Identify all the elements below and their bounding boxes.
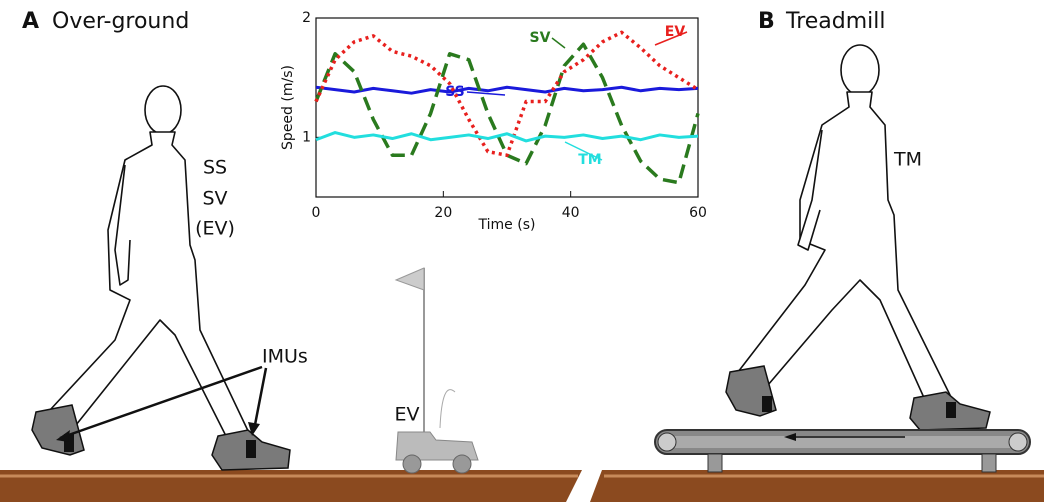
x-tick-label: 40: [562, 205, 580, 221]
condition-label: SV: [202, 188, 227, 210]
panel-letter: A: [22, 9, 39, 34]
x-axis-label: Time (s): [478, 217, 536, 233]
condition-label: (EV): [195, 218, 235, 240]
treadmill: [655, 430, 1030, 472]
label-pointer: [552, 38, 565, 48]
panel-title: Treadmill: [785, 9, 886, 34]
x-tick-label: 20: [434, 205, 452, 221]
series-line: [316, 44, 698, 182]
x-tick-label: 60: [689, 205, 707, 221]
condition-label: SS: [203, 157, 227, 179]
series-line: [316, 133, 698, 141]
panel-letter: B: [758, 9, 775, 34]
panel-title: Over-ground: [52, 9, 189, 34]
series-line: [316, 32, 698, 155]
y-tick-label: 1: [302, 129, 311, 145]
figure: A Over-ground B Treadmill SS SV (EV) IMU…: [0, 0, 1044, 502]
label-pointer: [467, 92, 505, 95]
walker-b: [726, 45, 990, 430]
x-tick-label: 0: [312, 205, 321, 221]
vehicle-label: EV: [394, 404, 419, 426]
condition-label: TM: [893, 149, 922, 171]
y-tick-label: 2: [302, 10, 311, 26]
series-label: SS: [445, 84, 465, 100]
imu-label: IMUs: [262, 346, 308, 368]
plot-frame: [316, 18, 698, 197]
y-axis-label: Speed (m/s): [280, 65, 296, 150]
walker-a: [32, 86, 290, 470]
series-label: SV: [530, 30, 551, 46]
series-line: [316, 87, 698, 93]
vehicle: [396, 268, 478, 473]
